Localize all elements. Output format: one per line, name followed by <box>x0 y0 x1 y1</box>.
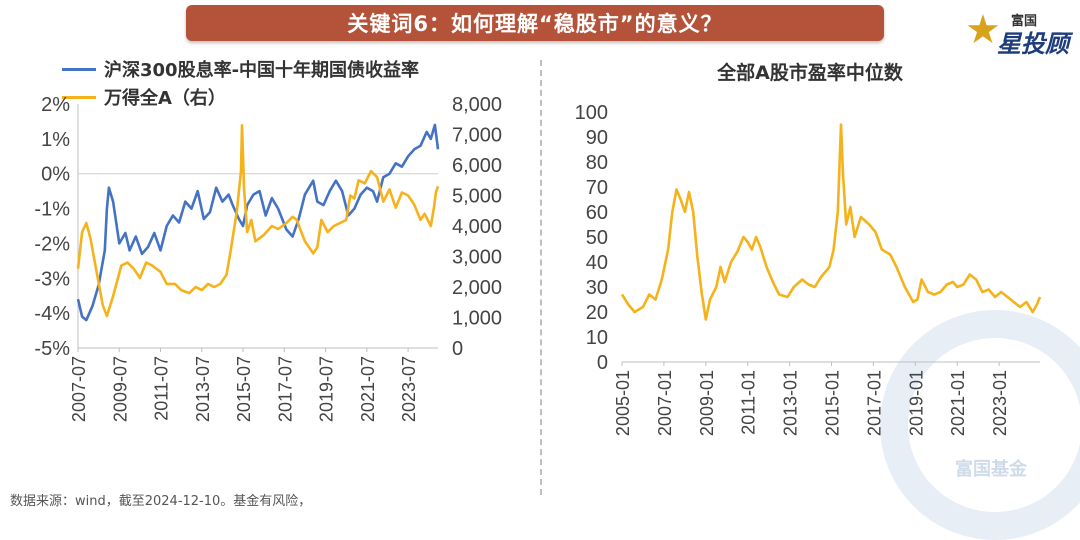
y-right-tick-label: 7,000 <box>452 125 502 147</box>
x-tick-label: 2019-07 <box>317 356 337 422</box>
legend-item-blue: 沪深300股息率-中国十年期国债收益率 <box>62 56 419 82</box>
y-tick-label: 90 <box>586 127 608 149</box>
source-note: 数据来源：wind，截至2024-12-10。基金有风险， <box>10 494 312 509</box>
y-right-tick-label: 3,000 <box>452 247 502 269</box>
y-right-tick-label: 6,000 <box>452 155 502 177</box>
y-right-tick-label: 1,000 <box>452 308 502 330</box>
legend-swatch-gold <box>62 95 96 99</box>
y-right-tick-label: 2,000 <box>452 277 502 299</box>
x-tick-label: 2013-01 <box>781 370 801 436</box>
y-tick-label: 40 <box>586 252 608 274</box>
x-tick-label: 2017-01 <box>864 370 884 436</box>
x-tick-label: 2011-07 <box>152 356 172 421</box>
legend-label-gold: 万得全A（右） <box>104 88 226 109</box>
x-tick-label: 2013-07 <box>193 356 213 422</box>
left-chart: 2% 1% 0% -1% -2% -3% -4% -5% 8,000 7,000 6,000 5,00… <box>34 94 502 422</box>
y-tick-label: 20 <box>586 302 608 324</box>
y-tick-label: 80 <box>586 152 608 174</box>
logo-line1: 富国 <box>1011 14 1038 29</box>
y-left-tick-label: 1% <box>41 129 70 151</box>
title-banner: 关键词6：如何理解“稳股市”的意义？ <box>186 5 884 41</box>
watermark-text: 富国基金 <box>955 459 1027 480</box>
y-tick-label: 30 <box>586 277 608 299</box>
y-tick-label: 10 <box>586 327 608 349</box>
y-tick-label: 100 <box>575 102 608 124</box>
x-tick-label: 2019-01 <box>906 370 926 436</box>
x-tick-label: 2007-07 <box>69 356 89 422</box>
y-left-tick-label: -5% <box>34 338 70 360</box>
brand-logo: ★ 富国 星投顾 <box>965 6 1075 58</box>
y-tick-label: 70 <box>586 177 608 199</box>
y-left-tick-label: -3% <box>34 268 70 290</box>
legend-item-gold: 万得全A（右） <box>62 84 226 110</box>
y-left-tick-label: 2% <box>41 94 70 116</box>
x-tick-label: 2017-07 <box>275 356 295 422</box>
banner-title: 关键词6：如何理解“稳股市”的意义？ <box>347 12 723 36</box>
legend-label-blue: 沪深300股息率-中国十年期国债收益率 <box>104 60 420 81</box>
x-tick-label: 2023-07 <box>399 356 419 422</box>
y-left-tick-label: -2% <box>34 233 70 255</box>
star-icon: ★ <box>965 7 1001 53</box>
y-right-tick-label: 4,000 <box>452 216 502 238</box>
y-left-tick-label: 0% <box>41 164 70 186</box>
right-chart-title: 全部A股市盈率中位数 <box>717 62 903 84</box>
y-right-tick-label: 8,000 <box>452 94 502 116</box>
x-tick-label: 2009-07 <box>110 356 130 422</box>
y-right-tick-label: 0 <box>452 338 463 360</box>
x-tick-label: 2007-01 <box>655 370 675 436</box>
x-tick-label: 2023-01 <box>990 370 1010 436</box>
y-tick-label: 0 <box>597 352 608 374</box>
y-left-tick-label: -4% <box>34 303 70 325</box>
y-tick-label: 60 <box>586 202 608 224</box>
y-tick-label: 50 <box>586 227 608 249</box>
x-tick-label: 2021-01 <box>948 370 968 436</box>
y-left-tick-label: -1% <box>34 199 70 221</box>
x-tick-label: 2011-01 <box>739 370 759 435</box>
x-tick-label: 2005-01 <box>613 370 633 436</box>
series-line-wind-a <box>76 124 440 318</box>
legend-swatch-blue <box>62 67 96 71</box>
x-tick-label: 2021-07 <box>358 356 378 422</box>
logo-line2: 星投顾 <box>997 30 1069 58</box>
series-line-spread <box>76 123 440 322</box>
panel-divider <box>540 60 542 495</box>
series-line-pe-median <box>620 123 1042 321</box>
x-tick-label: 2015-01 <box>823 370 843 436</box>
y-right-tick-label: 5,000 <box>452 186 502 208</box>
x-tick-label: 2015-07 <box>234 356 254 422</box>
x-tick-label: 2009-01 <box>697 370 717 436</box>
